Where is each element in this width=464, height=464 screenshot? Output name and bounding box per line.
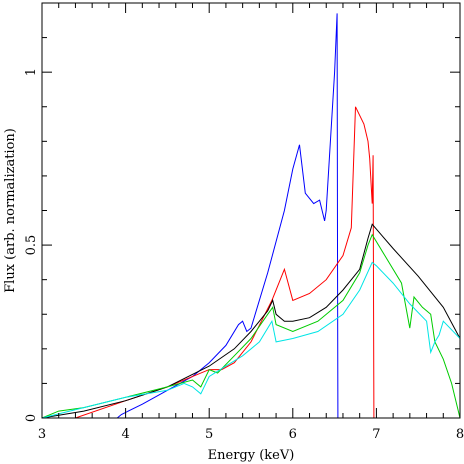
series-line-3 — [41, 223, 461, 419]
x-tick-label: 5 — [205, 427, 213, 442]
plot-frame — [41, 2, 461, 419]
y-axis-label: Flux (arb. normalization) — [3, 128, 18, 293]
y-tick-label: 0.5 — [24, 235, 39, 256]
y-tick-label: 0 — [24, 414, 39, 422]
x-tick-label: 3 — [38, 427, 46, 442]
series-layer — [41, 13, 461, 419]
series-line-2 — [42, 106, 460, 419]
series-line-5 — [41, 261, 461, 419]
x-tick-label: 7 — [372, 427, 380, 442]
x-axis-label: Energy (keV) — [208, 448, 295, 463]
series-line-1 — [42, 13, 460, 419]
series-line-4 — [41, 233, 461, 419]
tick-layer: 3 4 5 6 7 8 0 0.5 1 — [24, 2, 464, 442]
x-tick-label: 4 — [121, 427, 129, 442]
x-tick-label: 8 — [456, 427, 464, 442]
y-tick-label: 1 — [24, 68, 39, 76]
x-tick-label: 6 — [289, 427, 297, 442]
